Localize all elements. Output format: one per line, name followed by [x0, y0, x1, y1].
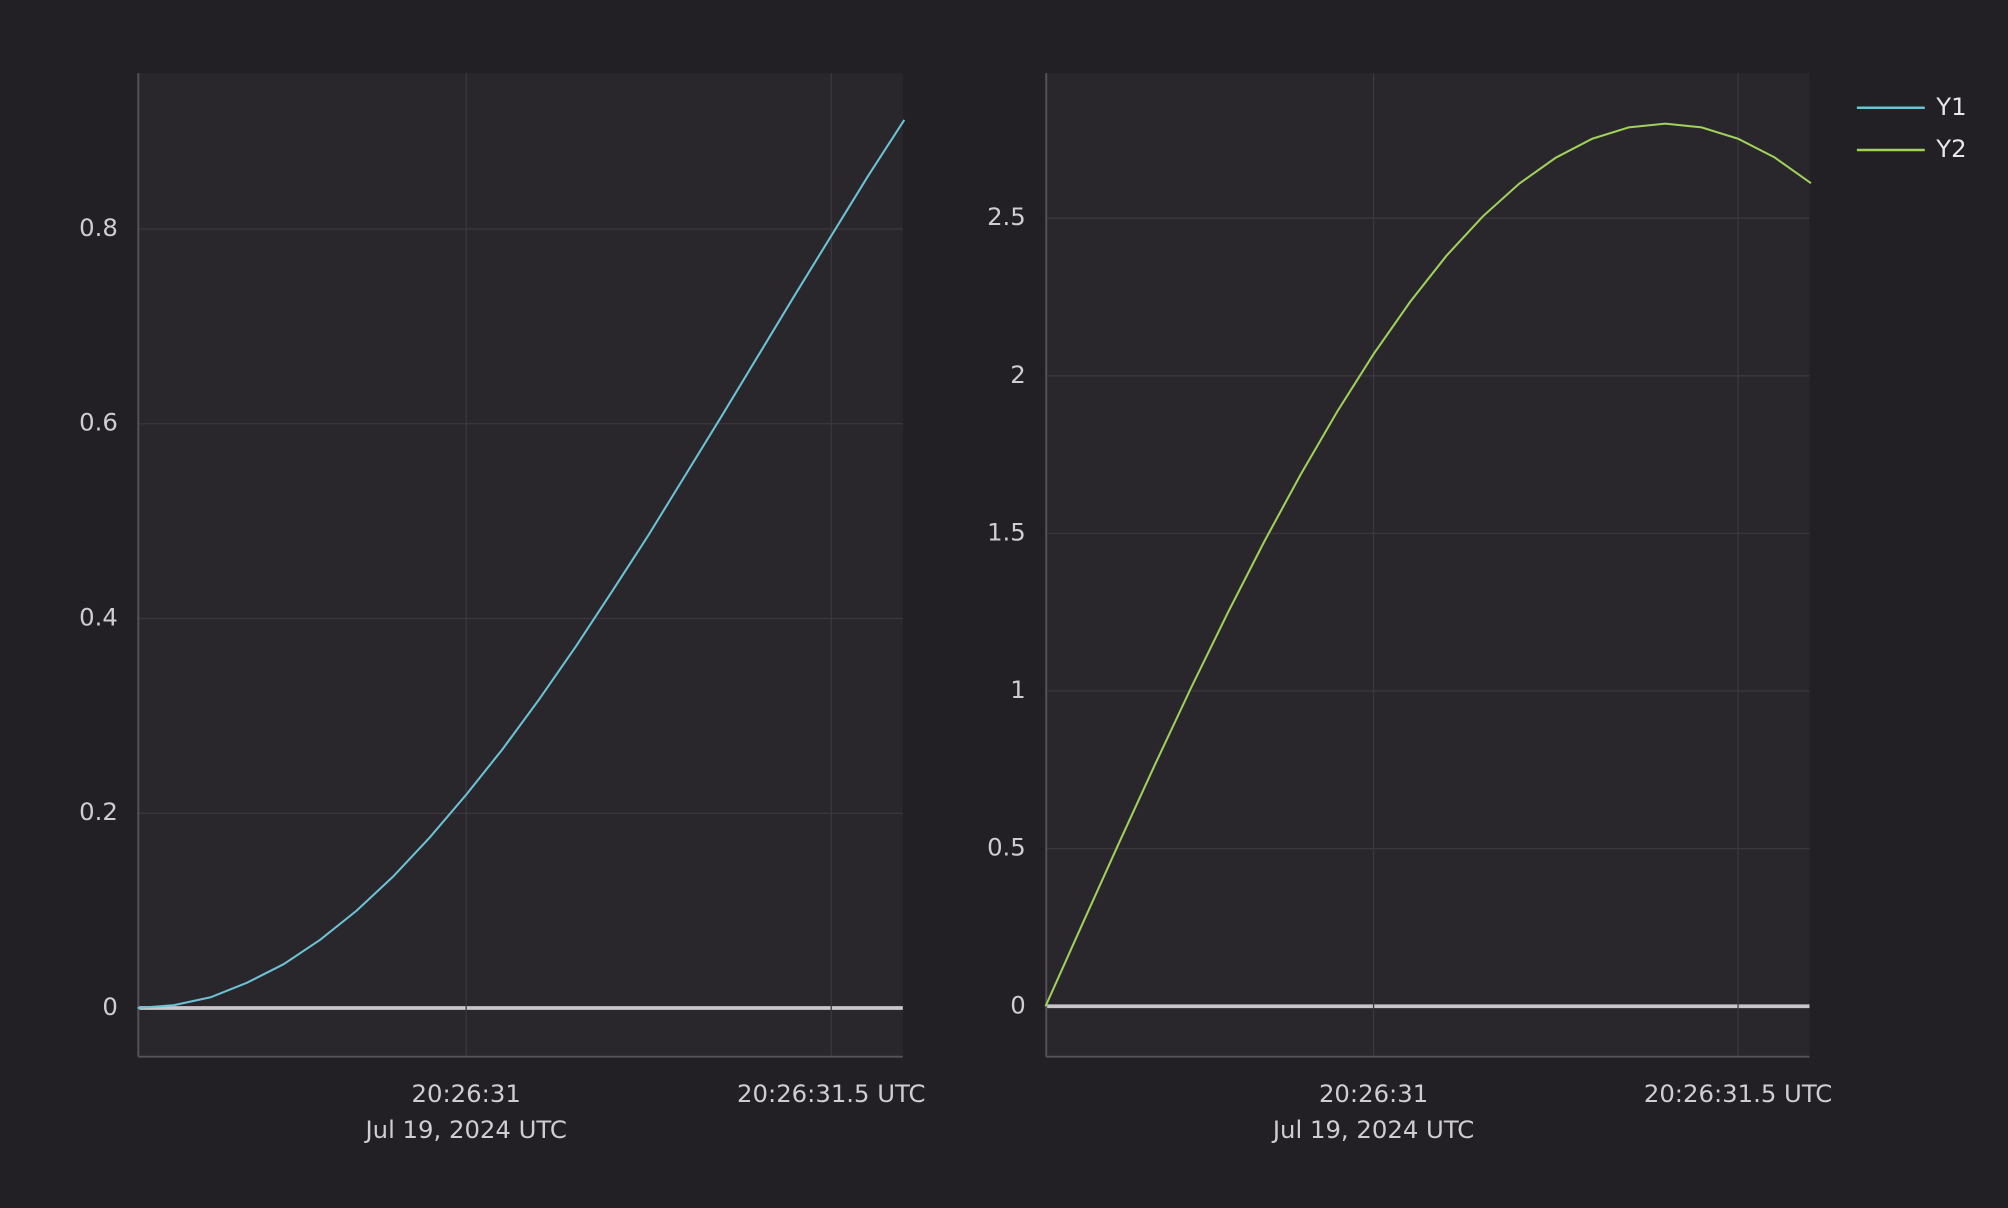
y-tick-label: 2	[1010, 360, 1025, 389]
x-tick-label: 20:26:31.5 UTC	[1644, 1079, 1832, 1108]
y-tick-label: 0.6	[79, 408, 118, 437]
plot-area	[138, 73, 903, 1057]
x-tick-sublabel: Jul 19, 2024 UTC	[363, 1115, 566, 1144]
x-tick-label: 20:26:31.5 UTC	[737, 1079, 925, 1108]
series-line	[137, 119, 906, 1010]
y-tick-label: 0.5	[987, 833, 1026, 862]
x-tick-sublabel: Jul 19, 2024 UTC	[1271, 1115, 1474, 1144]
y-tick-label: 1.5	[987, 517, 1026, 546]
y-tick-label: 0.8	[79, 213, 118, 242]
legend-text: Y2	[1935, 134, 1966, 163]
y-tick-label: 2.5	[987, 202, 1026, 231]
y-tick-label: 0	[1010, 990, 1025, 1019]
x-tick-label: 20:26:31	[412, 1079, 521, 1108]
y-tick-label: 0.2	[79, 797, 118, 826]
y-tick-label: 1	[1010, 675, 1025, 704]
y-tick-label: 0	[102, 992, 117, 1021]
plot-area	[1046, 73, 1810, 1057]
series-line	[1044, 122, 1812, 1007]
legend-text: Y1	[1935, 92, 1966, 121]
x-tick-label: 20:26:31	[1319, 1079, 1428, 1108]
y-tick-label: 0.4	[79, 602, 118, 631]
